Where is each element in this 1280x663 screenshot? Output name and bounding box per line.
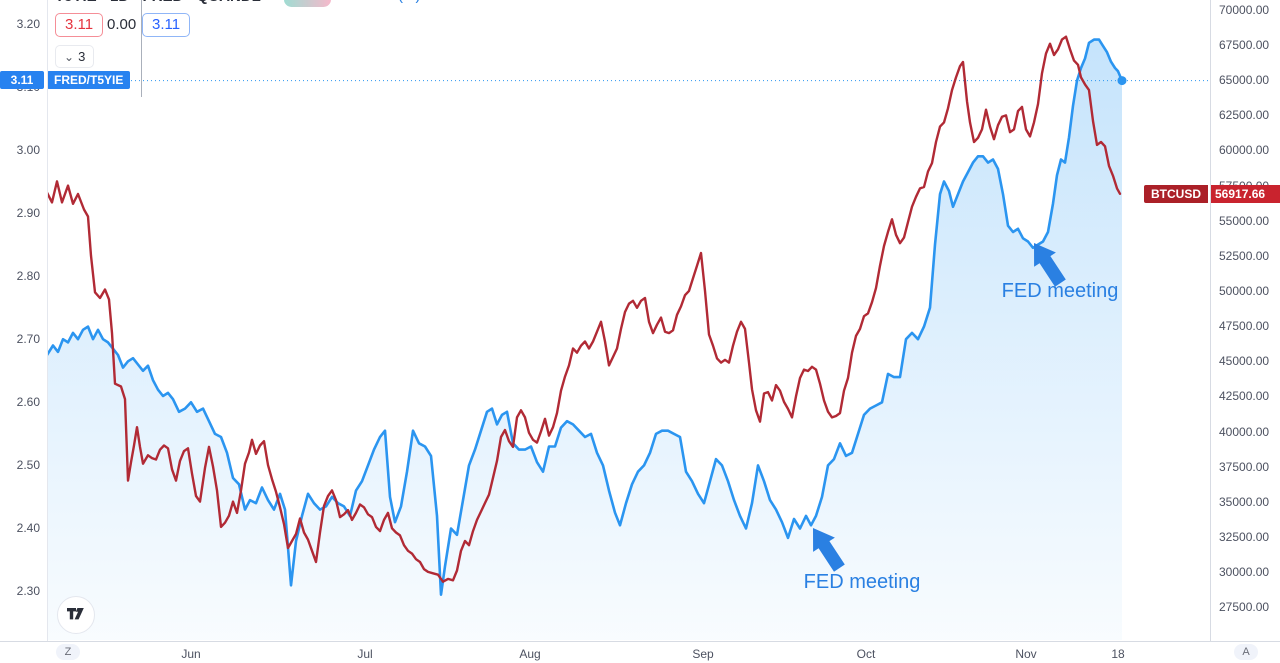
left-axis-tick: 3.20 [16,17,40,31]
left-axis-tick: 2.60 [16,395,40,409]
right-axis-tick: 47500.00 [1219,319,1270,333]
right-axis-tick: 52500.00 [1219,249,1270,263]
right-scale-border[interactable] [1210,0,1211,641]
left-scale-border [47,0,48,641]
right-axis-tick: 67500.00 [1219,38,1270,52]
right-axis-tick: 27500.00 [1219,600,1270,614]
series-count-button[interactable]: ⌄ 3 [55,45,95,68]
legend-divider-line [141,0,142,97]
tradingview-logo[interactable] [57,596,95,634]
t5yie-line [47,38,1124,596]
time-scale-border[interactable] [0,641,1280,642]
symbol-title-clipped[interactable]: T5YIE · 1D · FRED · QUANDL [55,0,261,9]
t5yie-area-fill [47,39,1122,640]
auto-scale-button[interactable]: A [1234,644,1258,660]
time-axis-tick: 18 [1111,647,1125,661]
fed-meeting-arrow-sep[interactable] [813,528,845,572]
time-axis-tick: Sep [692,647,714,661]
right-axis-tick: 40000.00 [1219,425,1270,439]
btcusd-last-price-label: 56917.66 [1211,185,1280,203]
tradingview-logo-mark [66,607,84,619]
left-axis-tick: 2.40 [16,521,40,535]
right-axis-tick: 37500.00 [1219,460,1270,474]
time-axis-tick: Jul [357,647,373,661]
legend-change-value: 0.00 [107,16,137,33]
annotation-fed-meeting-sep[interactable]: FED meeting [803,571,921,593]
left-axis-tick: 3.00 [16,143,40,157]
t5yie-symbol-label: FRED/T5YIE [47,71,131,89]
left-axis-tick: 2.50 [16,458,40,472]
right-axis-tick: 35000.00 [1219,495,1270,509]
left-axis-tick: 2.90 [16,206,40,220]
btcusd-symbol-label: BTCUSD [1144,185,1208,203]
right-axis-tick: 62500.00 [1219,108,1270,122]
right-axis-tick: 55000.00 [1219,214,1270,228]
right-axis-tick: 60000.00 [1219,143,1270,157]
right-axis-tick: 70000.00 [1219,3,1270,17]
chevron-down-icon: ⌄ [64,50,75,64]
left-axis-tick: 2.30 [16,584,40,598]
fed-meeting-arrow-nov[interactable] [1034,243,1066,287]
left-axis-tick: 2.80 [16,269,40,283]
legend-last-value-box[interactable]: 3.11 [55,13,104,37]
time-axis-tick: Jun [181,647,201,661]
btcusd-line [47,35,1122,583]
right-axis-tick: 42500.00 [1219,389,1270,403]
series-count-label: 3 [78,49,86,64]
right-axis-tick: 30000.00 [1219,565,1270,579]
header-badge-pill [284,0,331,7]
right-axis-tick: 32500.00 [1219,530,1270,544]
legend-compare-value-box[interactable]: 3.11 [142,13,191,37]
timezone-button[interactable]: Z [56,644,80,660]
right-axis-tick: 45000.00 [1219,354,1270,368]
right-axis-tick: 65000.00 [1219,73,1270,87]
header-link-clipped[interactable]: (...) [398,0,421,8]
left-axis-tick: 2.70 [16,332,40,346]
right-axis-tick: 50000.00 [1219,284,1270,298]
annotation-fed-meeting-nov[interactable]: FED meeting [1001,280,1119,302]
time-axis-tick: Oct [856,647,876,661]
t5yie-last-price-label: 3.11 [0,71,44,89]
t5yie-last-point-dot [1117,76,1127,86]
time-axis-tick: Aug [519,647,541,661]
time-axis-tick: Nov [1015,647,1037,661]
